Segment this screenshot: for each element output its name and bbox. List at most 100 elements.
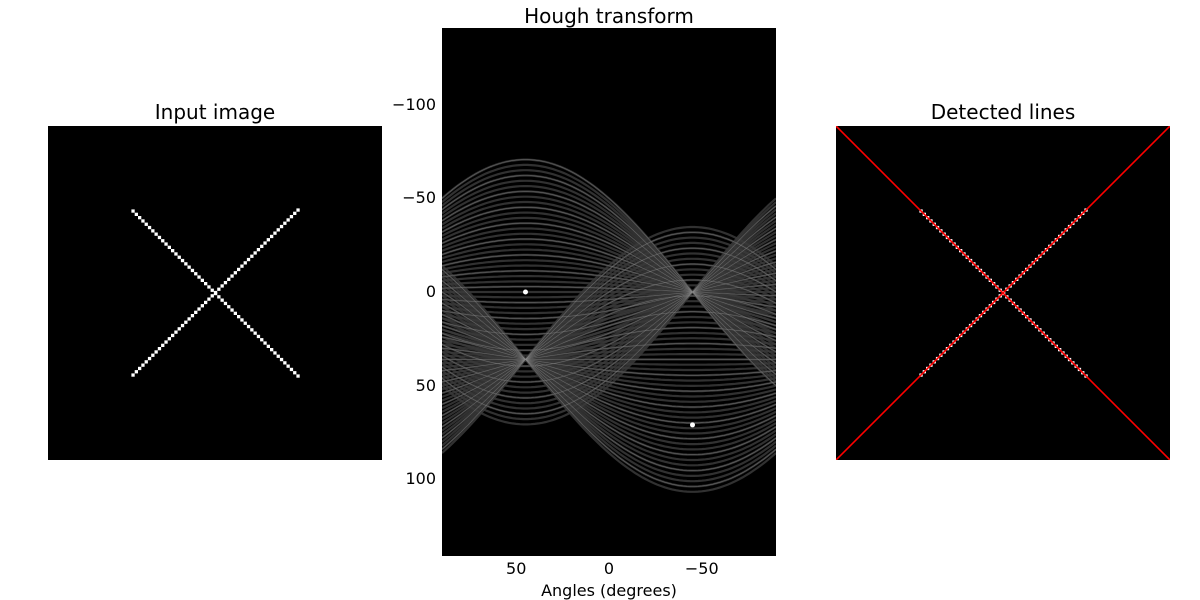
input-line-pixel: [253, 331, 257, 335]
hough-x-tick-label: 0: [603, 559, 615, 578]
input-line-pixel: [213, 290, 218, 295]
hough-sinusoid-highlight: [442, 311, 776, 394]
hough-sinusoid-highlight: [442, 269, 776, 487]
input-line-pixel: [227, 277, 231, 281]
input-line-pixel: [240, 264, 244, 268]
input-line-pixel: [161, 239, 165, 243]
input-line-pixel: [190, 268, 195, 273]
input-line-pixel: [200, 304, 204, 308]
input-line-pixel: [184, 262, 188, 266]
hough-sinusoid-highlight: [442, 295, 776, 405]
input-line-pixel: [270, 234, 274, 239]
input-line-pixel: [286, 218, 290, 222]
input-line-pixel: [164, 242, 168, 246]
input-line-pixel: [164, 340, 168, 344]
input-line-pixel: [151, 353, 155, 357]
input-line-pixel: [240, 318, 244, 322]
hough-y-tick-label: 50: [415, 375, 436, 395]
hough-sinusoid: [442, 287, 776, 299]
input-line-pixel: [180, 323, 185, 328]
input-line-pixel: [273, 351, 277, 355]
hough-sinusoid-highlight: [442, 205, 776, 415]
input-line-pixel: [233, 271, 237, 275]
hough-sinusoid-highlight: [442, 261, 776, 335]
input-line-pixel: [230, 274, 234, 278]
input-line-pixel: [220, 298, 224, 302]
input-line-pixel: [174, 330, 178, 334]
input-line-pixel: [270, 348, 274, 352]
input-line-pixel: [197, 275, 201, 279]
input-line-pixel: [243, 321, 247, 325]
input-line-pixel: [187, 317, 191, 321]
hough-sinusoid-highlight: [442, 250, 776, 351]
input-line-pixel: [190, 314, 195, 318]
input-line-pixel: [217, 287, 221, 291]
input-line-pixel: [260, 338, 264, 342]
hough-sinusoid: [442, 232, 776, 335]
hough-sinusoid: [442, 309, 776, 430]
input-line-pixel: [134, 370, 138, 374]
hough-sinusoid-highlight: [442, 238, 776, 330]
input-line-pixel: [204, 282, 208, 286]
input-line-pixel: [293, 211, 297, 215]
input-line-pixel: [233, 311, 237, 315]
input-line-pixel: [194, 310, 198, 314]
hough-y-tick-label: 100: [405, 469, 436, 489]
hough-sinusoid-highlight: [442, 247, 776, 439]
hough-sinusoid: [442, 200, 776, 357]
input-line-pixel: [220, 284, 224, 288]
input-line-pixel: [263, 341, 267, 345]
hough-x-tick-label: −50: [684, 559, 719, 578]
hough-sinusoid-highlight: [442, 325, 776, 408]
hough-sinusoid: [442, 242, 776, 362]
input-line-pixel: [256, 248, 261, 252]
input-line-pixel: [243, 261, 247, 265]
input-line-pixel: [147, 356, 152, 361]
hough-sinusoid-highlight: [442, 280, 776, 471]
hough-accumulator: [442, 158, 776, 493]
input-line-pixel: [217, 295, 221, 299]
hough-sinusoid: [442, 320, 776, 414]
input-line-pixel: [273, 231, 277, 235]
input-line-pixel: [167, 337, 171, 341]
input-line-pixel: [237, 267, 241, 272]
input-line-pixel: [180, 258, 185, 263]
hough-peak: [690, 422, 695, 428]
input-line-pixel: [167, 245, 171, 249]
input-line-pixel: [177, 327, 181, 331]
input-line-pixel: [147, 225, 152, 230]
hough-y-tick-label: −50: [402, 188, 436, 208]
input-line-pixel: [134, 212, 138, 216]
hough-x-tick-label: 50: [506, 559, 527, 578]
detected-lines-panel: [836, 126, 1170, 460]
input-image-canvas: [131, 208, 300, 378]
hough-sinusoid-highlight: [442, 222, 776, 341]
hough-sinusoid: [442, 216, 776, 346]
input-line-pixel: [207, 285, 211, 289]
input-line-pixel: [256, 334, 261, 339]
input-line-pixel: [184, 320, 188, 324]
input-line-pixel: [227, 305, 231, 309]
input-line-pixel: [286, 364, 290, 368]
input-line-pixel: [266, 344, 270, 348]
hough-sinusoid: [442, 264, 776, 312]
hough-sinusoid-highlight: [442, 284, 776, 303]
input-line-pixel: [237, 315, 241, 319]
input-line-pixel: [223, 281, 228, 285]
hough-y-tick-label: −100: [392, 94, 436, 114]
input-line-pixel: [161, 343, 165, 347]
input-line-pixel: [276, 354, 280, 358]
input-line-pixel: [141, 219, 145, 223]
hough-sinusoid-highlight: [442, 279, 776, 416]
input-line-pixel: [157, 235, 162, 240]
hough-sinusoid-highlight: [442, 270, 776, 308]
hough-sinusoid: [442, 248, 776, 324]
detected-lines-title: Detected lines: [930, 100, 1076, 124]
input-line-pixel: [197, 307, 201, 311]
hough-peak: [523, 289, 528, 295]
input-line-pixel: [154, 232, 158, 236]
input-line-pixel: [296, 208, 300, 212]
input-image-panel: [48, 126, 382, 460]
input-line-pixel: [171, 333, 175, 338]
input-line-pixel: [194, 272, 198, 276]
